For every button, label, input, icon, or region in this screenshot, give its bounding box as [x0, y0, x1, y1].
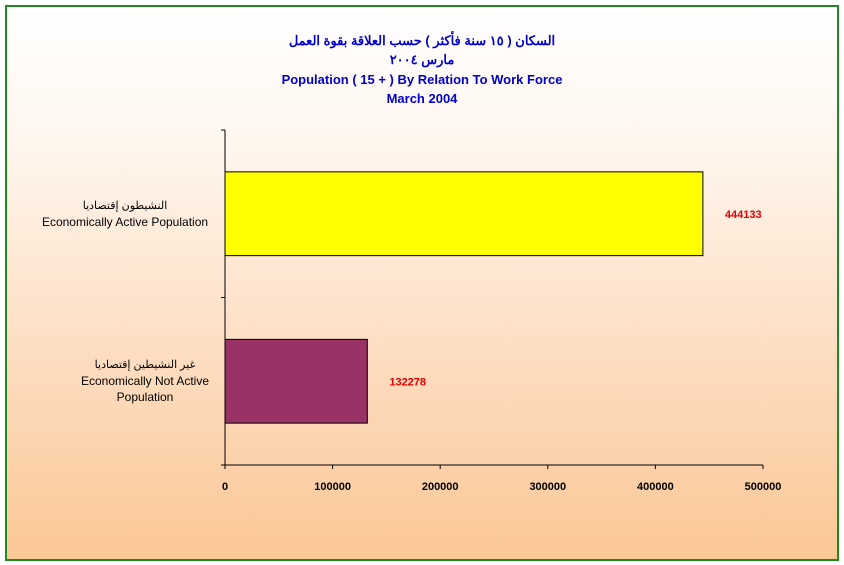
- x-tick-label: 400000: [637, 481, 674, 493]
- category-label-active: النشيطون إقتصاديا Economically Active Po…: [20, 198, 230, 230]
- chart-subtitle-english: March 2004: [386, 91, 458, 106]
- data-label: 444133: [725, 209, 762, 221]
- category-label-active-arabic: النشيطون إقتصاديا: [82, 200, 168, 212]
- x-tick-label: 300000: [529, 481, 566, 493]
- category-label-not-active-arabic: غير النشيطين إقتصاديا: [94, 359, 196, 371]
- category-label-active-english: Economically Active Population: [41, 215, 209, 229]
- bar: [224, 338, 368, 424]
- x-tick-label: 100000: [314, 481, 351, 493]
- data-label: 132278: [389, 376, 426, 388]
- category-label-not-active-english-line1: Economically Not Active: [80, 374, 210, 388]
- bar: [224, 171, 704, 257]
- chart-frame: [5, 5, 839, 561]
- x-tick-label: 0: [222, 481, 228, 493]
- x-tick-label: 500000: [745, 481, 782, 493]
- chart-title-arabic: السكان ( ١٥ سنة فأكثر ) حسب العلاقة بقوة…: [288, 33, 556, 48]
- chart-subtitle-arabic: مارس ٢٠٠٤: [389, 52, 455, 67]
- category-label-not-active-english-line2: Population: [116, 390, 174, 404]
- category-label-not-active: غير النشيطين إقتصاديا Economically Not A…: [40, 357, 250, 405]
- x-tick-label: 200000: [422, 481, 459, 493]
- chart-title-english: Population ( 15 + ) By Relation To Work …: [281, 72, 563, 87]
